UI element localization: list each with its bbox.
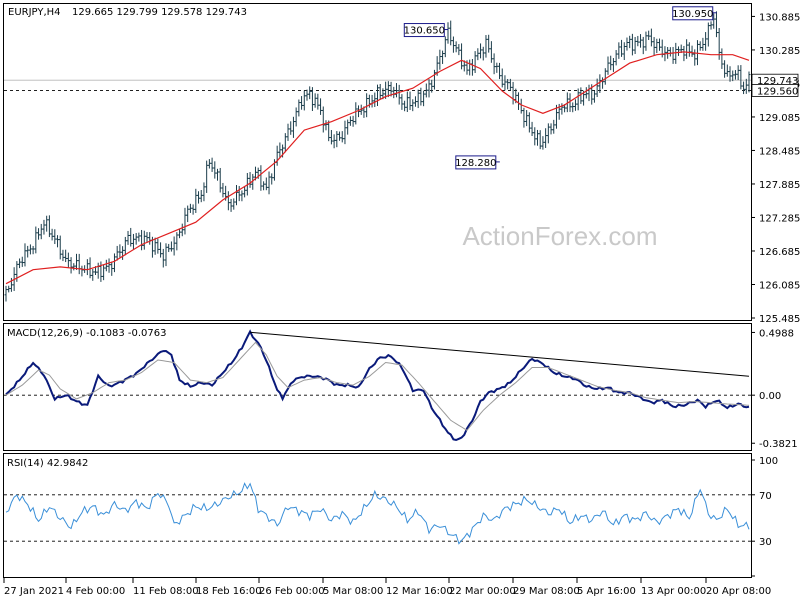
macd-layer [4, 329, 751, 442]
dashed-level-label: 129.560 [751, 84, 799, 97]
x-tick-label: 4 Feb 00:00 [66, 586, 125, 597]
x-tick-label: 22 Mar 00:00 [449, 586, 516, 597]
price-y-tick-label: 127.285 [759, 213, 800, 224]
price-y-tick-label: 130.885 [759, 12, 800, 23]
macd-line [5, 329, 750, 442]
x-tick-label: 18 Feb 16:00 [196, 586, 262, 597]
rsi-y-tick-label: 70 [759, 491, 772, 502]
annotation-label: 128.280 [455, 158, 496, 169]
x-tick-label: 13 Apr 00:00 [641, 586, 706, 597]
price-panel-frame [3, 3, 752, 321]
rsi-panel-frame [3, 453, 752, 578]
price-y-tick-label: 128.485 [759, 146, 800, 157]
x-tick-label: 29 Mar 08:00 [513, 586, 580, 597]
x-tick-label: 27 Jan 2021 [4, 586, 64, 597]
rsi-y-tick-label: 100 [759, 456, 778, 467]
price-y-tick-label: 126.685 [759, 247, 800, 258]
price-title: EURJPY,H4 129.665 129.799 129.578 129.74… [8, 7, 247, 18]
watermark: ActionForex.com [462, 221, 657, 251]
x-tick-label: 12 Mar 16:00 [386, 586, 453, 597]
macd-panel-frame [3, 323, 752, 451]
price-symbol-label: EURJPY,H4 [8, 7, 61, 18]
price-y-tick-label: 130.285 [759, 46, 800, 57]
price-annotation: 130.650 [404, 23, 449, 38]
price-ohlc-label: 129.665 129.799 129.578 129.743 [72, 7, 247, 18]
rsi-title: RSI(14) 42.9842 [7, 458, 88, 469]
price-annotation: 130.950 [672, 6, 717, 21]
macd-trendline [250, 331, 750, 377]
x-tick-label: 20 Apr 08:00 [706, 586, 771, 597]
dashed-level-text: 129.560 [757, 86, 798, 97]
price-y-tick-label: 125.485 [759, 314, 800, 325]
macd-y-tick-label: 0.4988 [759, 328, 794, 339]
rsi-line [5, 482, 750, 545]
x-tick-label: 5 Mar 08:00 [323, 586, 383, 597]
x-tick-label: 5 Apr 16:00 [577, 586, 636, 597]
rsi-layer [4, 482, 751, 545]
macd-y-tick-label: -0.3821 [759, 439, 798, 450]
macd-signal-line [5, 341, 750, 432]
macd-y-tick-label: 0.00 [759, 391, 781, 402]
price-y-tick-label: 127.885 [759, 180, 800, 191]
annotation-box [672, 6, 714, 21]
moving-average-line [5, 51, 750, 285]
macd-title: MACD(12,26,9) -0.1083 -0.0763 [7, 328, 167, 339]
x-tick-label: 26 Feb 00:00 [259, 586, 325, 597]
axis-layer: 130.885130.285129.685129.085128.485127.8… [3, 12, 800, 597]
price-y-tick-label: 129.085 [759, 113, 800, 124]
annotation-label: 130.650 [404, 26, 445, 37]
price-annotation: 128.280 [455, 155, 500, 170]
rsi-y-tick-label: 30 [759, 537, 772, 548]
price-marker-text: 129.743 [757, 76, 798, 87]
price-y-tick-label: 126.085 [759, 280, 800, 291]
x-tick-label: 11 Feb 08:00 [133, 586, 199, 597]
dashed-level-box [751, 84, 799, 97]
price-layer: 130.650 128.280 130.950 [4, 6, 751, 302]
annotation-label: 130.950 [672, 9, 713, 20]
